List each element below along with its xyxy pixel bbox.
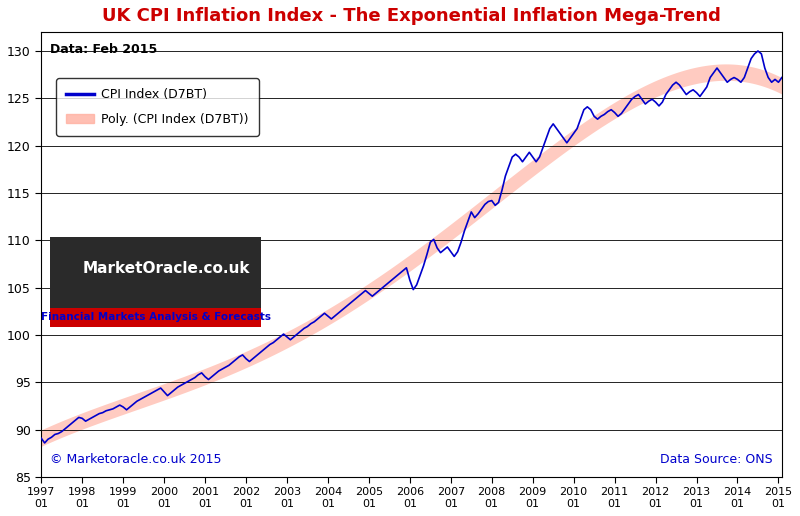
Legend: CPI Index (D7BT), Poly. (CPI Index (D7BT)): CPI Index (D7BT), Poly. (CPI Index (D7BT… xyxy=(56,78,259,136)
Text: Data Source: ONS: Data Source: ONS xyxy=(660,453,773,466)
Text: Data: Feb 2015: Data: Feb 2015 xyxy=(50,43,158,56)
FancyBboxPatch shape xyxy=(50,308,261,327)
Title: UK CPI Inflation Index - The Exponential Inflation Mega-Trend: UK CPI Inflation Index - The Exponential… xyxy=(102,7,721,25)
Text: MarketOracle.co.uk: MarketOracle.co.uk xyxy=(82,261,250,276)
FancyBboxPatch shape xyxy=(50,237,261,308)
Text: Financial Markets Analysis & Forecasts: Financial Markets Analysis & Forecasts xyxy=(41,312,270,322)
Text: © Marketoracle.co.uk 2015: © Marketoracle.co.uk 2015 xyxy=(50,453,222,466)
